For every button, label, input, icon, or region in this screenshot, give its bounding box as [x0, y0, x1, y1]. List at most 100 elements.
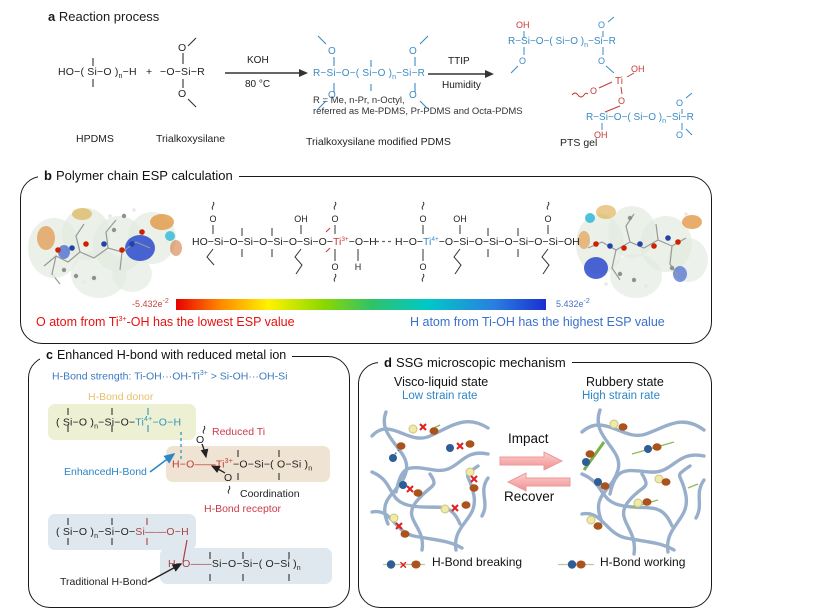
modified-pdms-part1: R−Si−O−( Si−O )	[313, 68, 393, 79]
molecule-atoms	[593, 212, 688, 288]
r-group-note-1: R = Me, n-Pr, n-Octyl,	[313, 95, 405, 106]
pts-oh-bottom: OH	[594, 130, 608, 140]
modified-pdms-o3: O	[409, 46, 417, 57]
visco-liquid-state-label: Visco-liquid state	[394, 375, 489, 389]
pts-o4: O	[676, 98, 683, 108]
molecule-sticks	[587, 213, 687, 281]
h-bond-working-icon	[558, 560, 594, 569]
pts-bottom-chain: R−Si−O−( Si−O )n−Si−R	[586, 112, 694, 125]
branch-h-below: H	[355, 262, 362, 272]
bond-stub	[394, 449, 400, 455]
esp-molecule-right	[576, 205, 708, 298]
modified-pdms-o2: O	[328, 90, 336, 101]
trialkoxysilane-o-bottom: O	[178, 88, 187, 100]
blue-atom-dot	[386, 560, 396, 569]
esp-caption-high: H atom from Ti-OH has the highest ESP va…	[410, 315, 665, 329]
panel-c-lines	[67, 408, 290, 583]
pts-o3: O	[598, 56, 605, 66]
pts-o-below: O	[618, 96, 625, 106]
traditional-h-bond-arrow	[147, 563, 183, 583]
arrow2-condition: Humidity	[442, 80, 481, 91]
chain-left-text: HO−Si−O−Si−O−Si−O−Si−O−Ti3+−O−H	[192, 236, 377, 248]
receptor-o-top: O	[196, 434, 205, 446]
propyl-chains	[206, 248, 550, 275]
recover-arrow	[506, 472, 571, 492]
broken-h-bond-groups	[389, 423, 479, 538]
impact-recover-arrows	[499, 451, 571, 492]
panel-a-tag: a	[48, 9, 56, 24]
panel-a-title-text: Reaction process	[58, 9, 160, 24]
h-bond-strength-note: H-Bond strength: Ti-OH···OH-Ti3+ > Si-OH…	[52, 370, 288, 383]
traditional-box-1	[48, 514, 196, 550]
traditional-formula-2: H−O——Si−O−Si−( O−Si )n	[168, 558, 301, 573]
label-hpdms: HPDMS	[76, 133, 114, 145]
receptor-highlight-box	[166, 446, 330, 482]
panel-c-tag: c	[46, 348, 53, 362]
label-modified-pdms: Trialkoxysilane modified PDMS	[306, 136, 451, 148]
modified-pdms-o4: O	[409, 90, 417, 101]
coordination-arrow-top	[200, 443, 209, 459]
high-strain-rate-label: High strain rate	[582, 390, 660, 402]
hpdms-sub-n: n	[118, 73, 123, 81]
squiggle-marks	[211, 201, 550, 210]
pts-ti: Ti	[615, 76, 623, 87]
branch-oh-right: OH	[453, 214, 467, 224]
panel-c-title-text: Enhanced H-bond with reduced metal ion	[56, 348, 287, 362]
branch-o: O	[331, 214, 338, 224]
panel-b-title: b Polymer chain ESP calculation	[38, 168, 239, 183]
traditional-formula-1: ( Si−O )n−Si−O−Si——O−H	[56, 526, 189, 541]
label-pts-gel: PTS gel	[560, 137, 598, 149]
impact-arrow	[499, 451, 564, 471]
branch-o: O	[419, 214, 426, 224]
broken-bond-x-marks	[395, 423, 478, 530]
squiggle-top	[202, 425, 206, 434]
esp-molecule-left	[28, 208, 182, 298]
panel-b-tag: b	[44, 168, 52, 183]
low-strain-rate-label: Low strain rate	[402, 390, 478, 402]
pts-o5: O	[676, 130, 683, 140]
pts-bond-lines	[510, 16, 693, 136]
molecule-atoms	[52, 208, 145, 284]
pts-o-left: O	[590, 86, 597, 96]
recover-label: Recover	[504, 489, 555, 504]
pts-o1: O	[519, 56, 526, 66]
network-visco-liquid	[370, 410, 490, 552]
brown-atom-dot	[411, 560, 421, 569]
pts-gel-structure: R−Si−O−( Si−O )n−Si−R OH O O O Ti OH O O…	[508, 16, 694, 140]
plus-sign: +	[146, 66, 153, 78]
r-group-note-2: referred as Me-PDMS, Pr-PDMS and Octa-PD…	[313, 106, 523, 117]
traditional-box-2	[160, 548, 332, 584]
branch-o: O	[544, 214, 551, 224]
rubbery-state-label: Rubbery state	[586, 375, 664, 389]
modified-pdms-sub-n: n	[392, 74, 397, 81]
bond-ticks	[67, 408, 290, 581]
arrow1-reagent: KOH	[247, 55, 269, 66]
panel-d-tag: d	[384, 355, 392, 370]
brown-atom-dot	[576, 560, 586, 569]
arrow2-reagent: TTIP	[448, 56, 470, 67]
broken-bond-x-icon: ✕	[399, 561, 407, 572]
branch-oh-left: OH	[294, 214, 308, 224]
receptor-formula: H−O——Ti3+−O−Si−( O−Si )n	[172, 458, 313, 473]
pts-gel-atoms: R−Si−O−( Si−O )n−Si−R OH O O O Ti OH O O…	[508, 20, 694, 140]
hpdms-formula: HO−( Si−O )n−H	[58, 66, 137, 81]
panel-b-border	[20, 176, 712, 344]
receptor-o-bottom: O	[224, 472, 233, 484]
donor-highlight-box	[48, 404, 196, 440]
blue-bond-ticks	[317, 35, 429, 110]
esp-scale-max: 5.432e-2	[556, 298, 590, 309]
trialkoxysilane-row: −O−Si−R	[160, 66, 205, 78]
hpdms-part1: HO−( Si−O )	[58, 66, 119, 78]
panel-a-bond-lines	[92, 35, 494, 110]
traditional-h-bond-label: Traditional H-Bond	[60, 576, 148, 588]
polymer-chain-formula: HO−Si−O−Si−O−Si−O−Si−O−Ti3+−O−H H−O−Ti4+…	[192, 201, 580, 282]
polymer-strands	[580, 408, 706, 556]
hpdms-part2: −H	[122, 66, 137, 78]
pts-top-chain: R−Si−O−( Si−O )n−Si−R	[508, 36, 616, 49]
esp-scale-min: -5.432e-2	[132, 298, 169, 309]
pts-ti-bonds	[571, 72, 635, 113]
esp-surface	[28, 208, 182, 298]
green-crosslink	[687, 483, 699, 489]
panel-d-title: d SSG microscopic mechanism	[378, 355, 572, 370]
